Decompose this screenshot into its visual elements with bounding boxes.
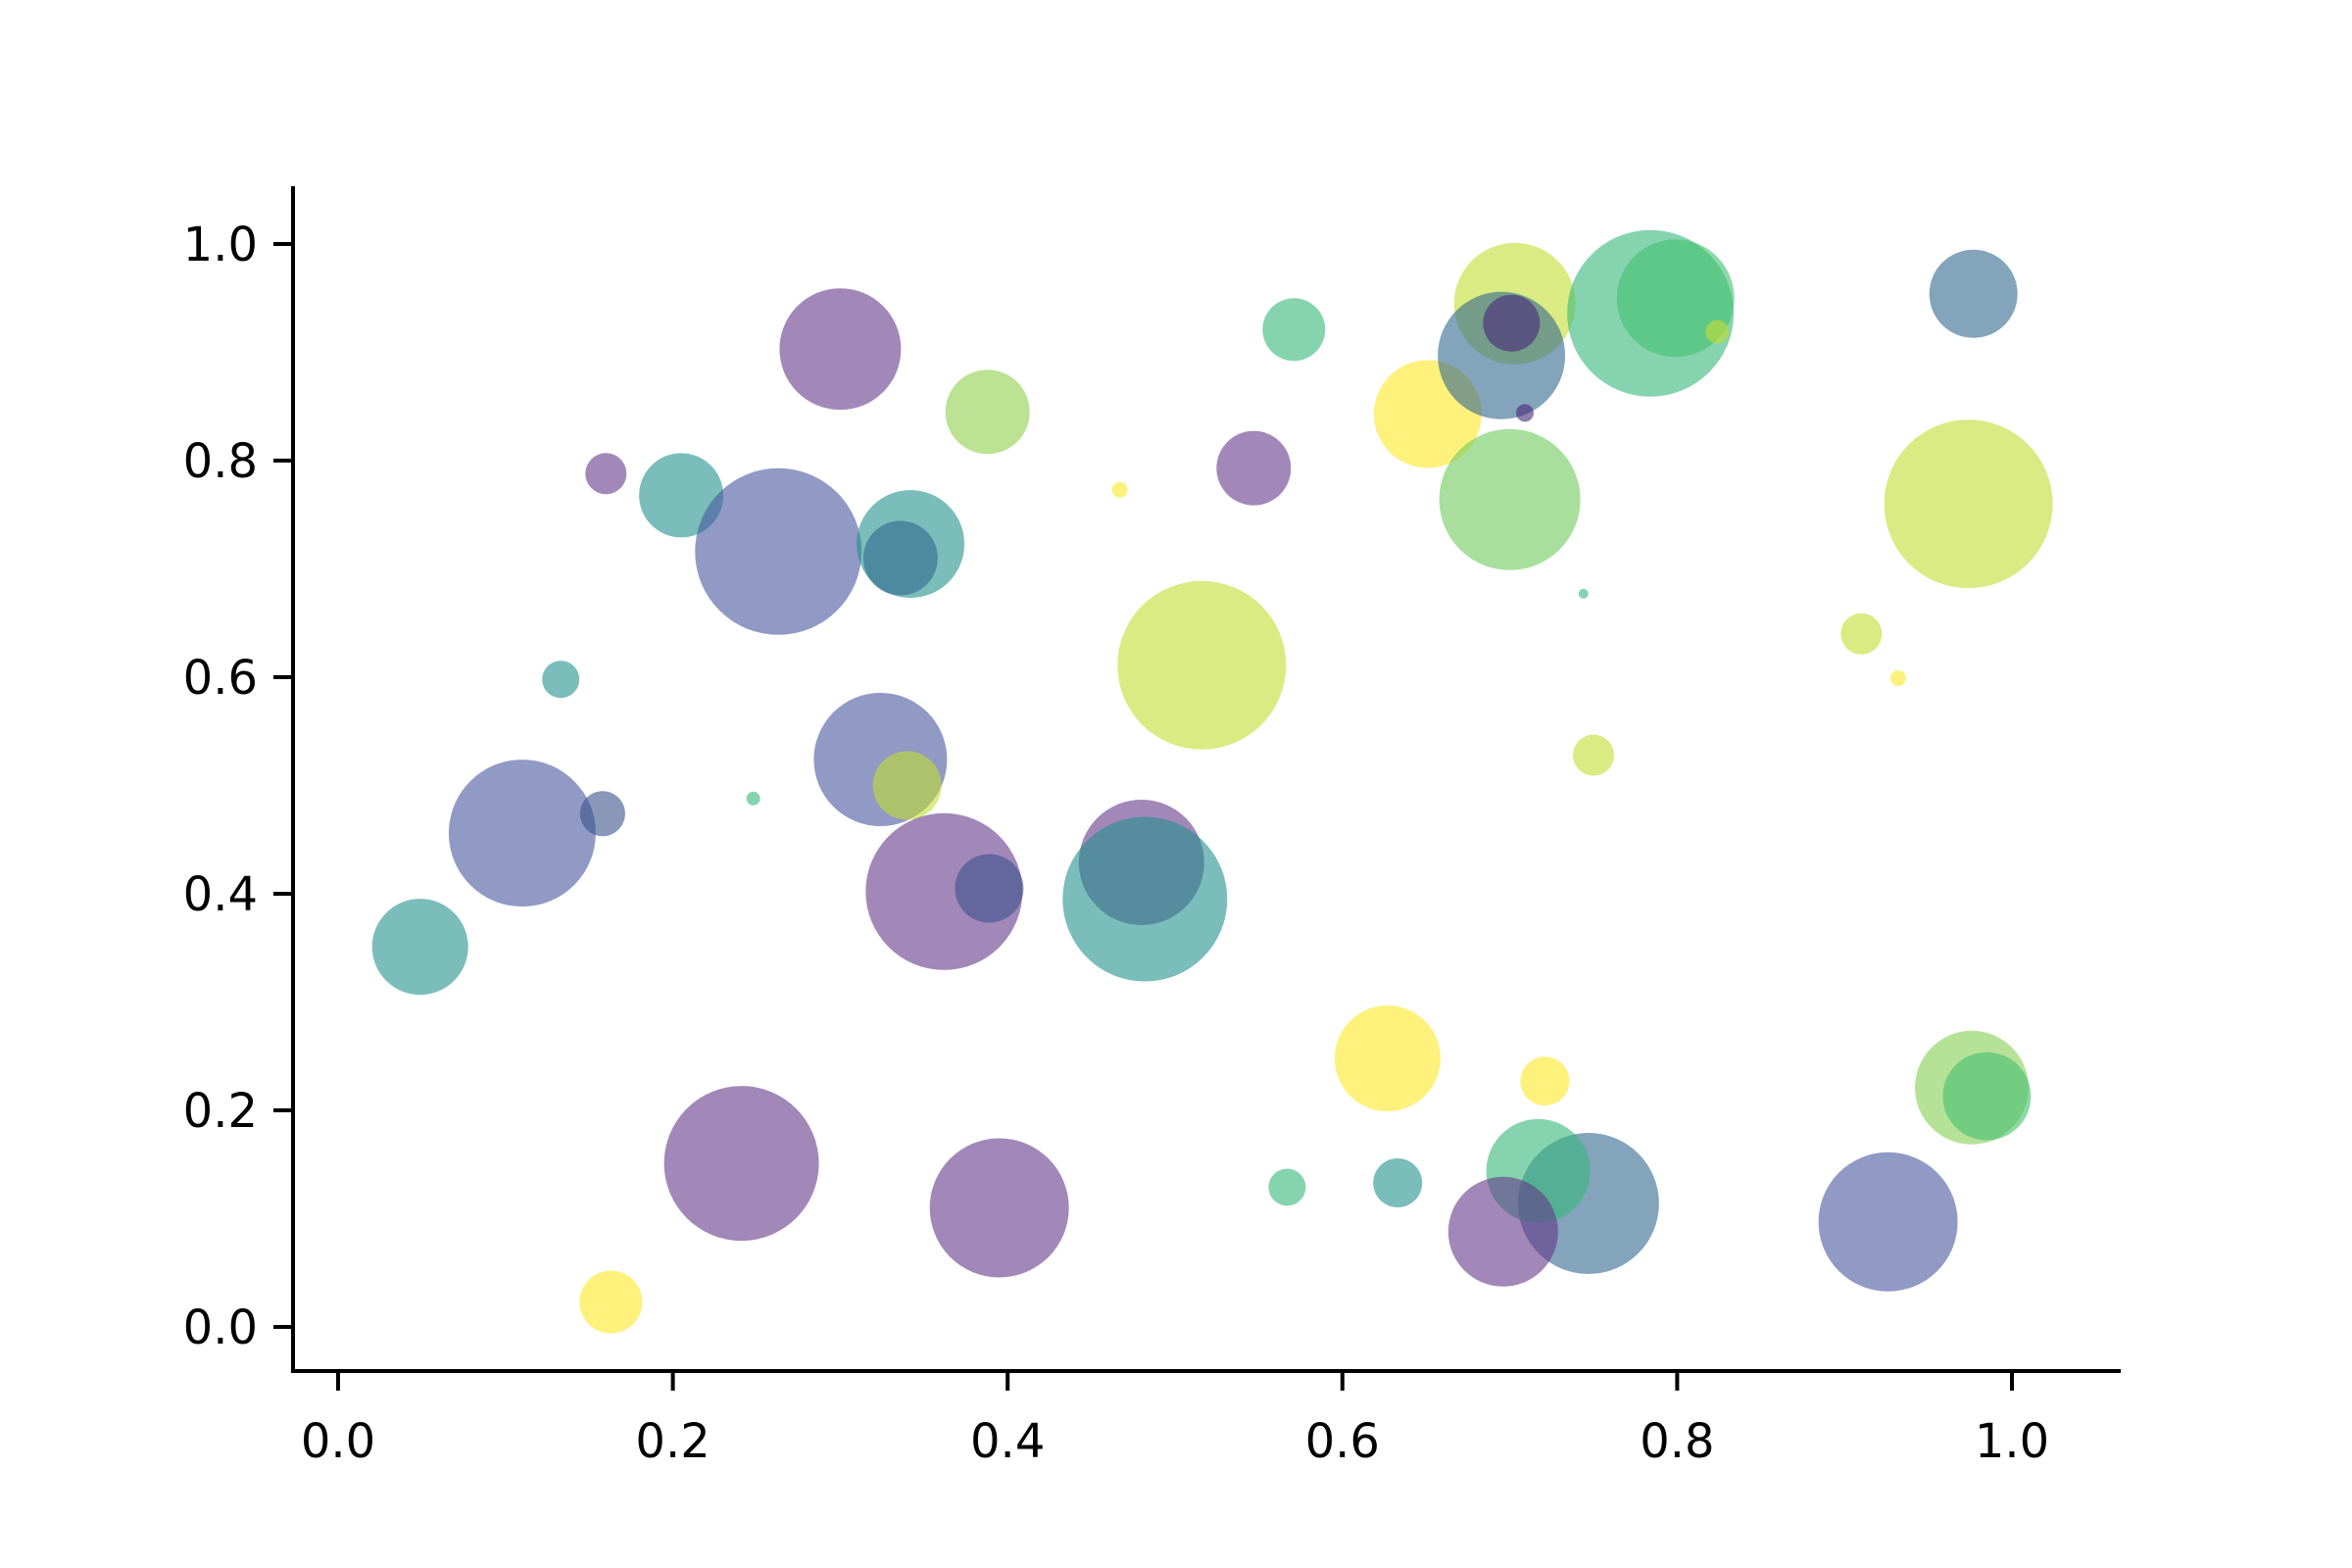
bubble	[663, 1086, 819, 1242]
bubble	[1705, 319, 1730, 344]
bubble	[1616, 239, 1735, 358]
bubble	[371, 899, 468, 996]
bubble	[542, 661, 580, 699]
y-tick-label: 0.8	[183, 434, 258, 489]
y-tick-label: 0.2	[183, 1084, 258, 1139]
x-tick-label: 0.0	[301, 1414, 375, 1469]
bubble	[1111, 481, 1128, 498]
bubble	[1840, 612, 1883, 655]
bubble	[1439, 428, 1581, 570]
x-tick-label: 1.0	[1975, 1414, 2049, 1469]
x-tick-label: 0.8	[1640, 1414, 1714, 1469]
bubble	[1447, 1176, 1558, 1287]
bubble	[1516, 404, 1534, 422]
scatter-points	[371, 229, 2053, 1334]
bubble	[695, 467, 862, 635]
bubble	[585, 453, 627, 495]
bubble	[1117, 580, 1287, 750]
bubble	[862, 520, 938, 596]
bubble	[1216, 430, 1292, 506]
bubble	[579, 1270, 643, 1334]
bubble	[579, 791, 625, 837]
x-tick-label: 0.4	[970, 1414, 1045, 1469]
bubble	[779, 288, 902, 411]
bubble	[1929, 249, 2018, 338]
bubble	[1942, 1052, 2032, 1141]
bubble	[1520, 1056, 1570, 1106]
tick-labels: 0.0 0.2 0.4 0.6 0.8 1.0 0.0 0.2 0.4 0.6 0.8 1.0	[183, 218, 2050, 1469]
axis-ticks	[273, 242, 2014, 1391]
x-tick-label: 0.6	[1305, 1414, 1380, 1469]
bubble	[1818, 1152, 1958, 1292]
bubble	[872, 751, 942, 820]
bubble	[865, 812, 1023, 970]
bubble	[639, 453, 724, 538]
bubble	[746, 791, 760, 806]
bubble	[1062, 816, 1228, 982]
bubble	[448, 760, 596, 907]
y-tick-label: 0.6	[183, 651, 258, 706]
bubble	[1573, 734, 1614, 776]
bubble	[1334, 1005, 1441, 1111]
bubble	[1373, 1158, 1423, 1207]
bubble	[1483, 294, 1541, 352]
bubble	[945, 369, 1030, 455]
bubble	[929, 1138, 1069, 1278]
bubble	[1889, 670, 1906, 687]
bubble	[1884, 419, 2053, 589]
y-tick-label: 0.0	[183, 1300, 258, 1355]
axes-spines	[291, 186, 2121, 1373]
x-tick-label: 0.2	[635, 1414, 710, 1469]
y-tick-label: 1.0	[183, 218, 258, 272]
bubble	[1262, 298, 1326, 362]
y-tick-label: 0.4	[183, 867, 258, 922]
bubble	[955, 854, 1024, 923]
bubble	[1578, 588, 1589, 599]
bubble	[1268, 1168, 1306, 1206]
